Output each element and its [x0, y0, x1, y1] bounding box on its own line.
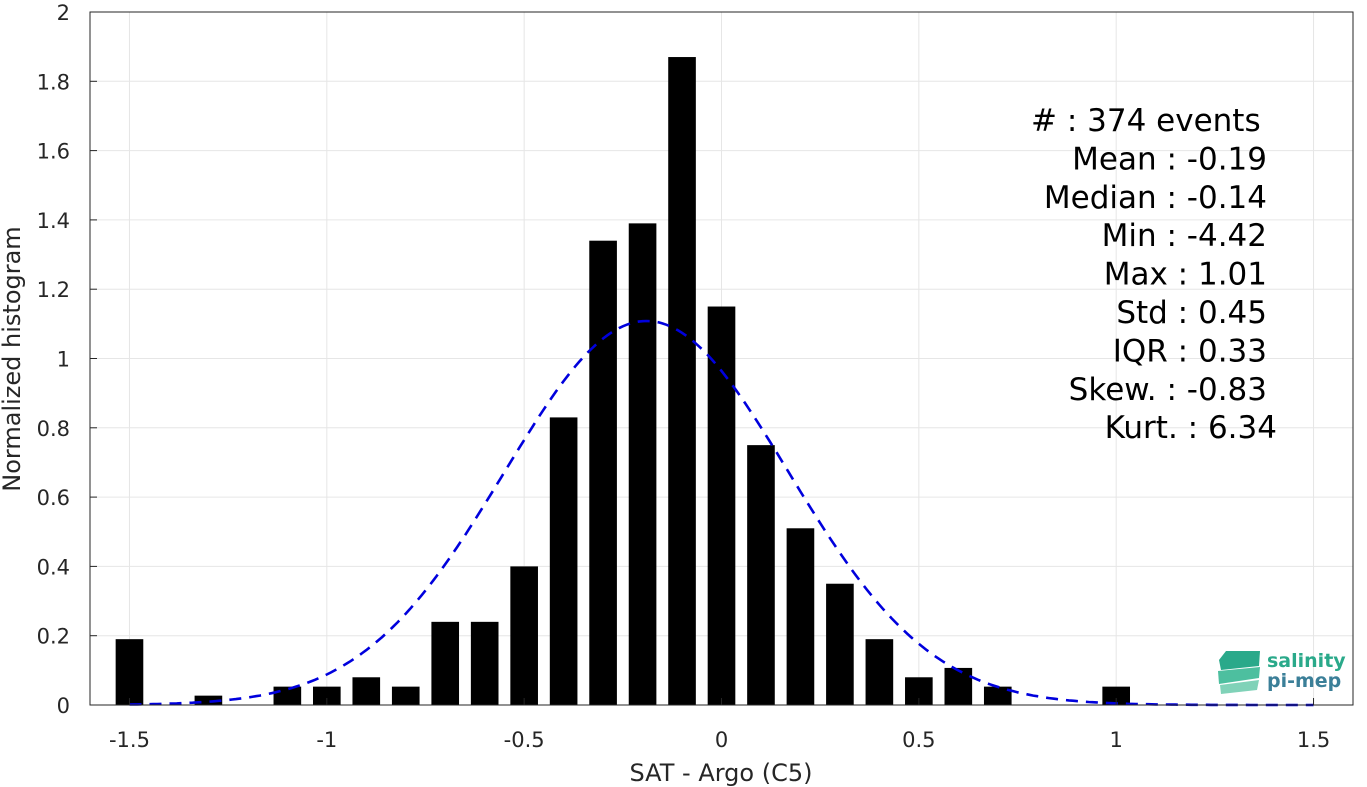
- stat-line: IQR : 0.33: [1113, 333, 1267, 369]
- x-tick-label: -1.5: [109, 728, 150, 752]
- stat-line: Max : 1.01: [1104, 257, 1267, 293]
- y-tick-label: 0: [57, 694, 70, 718]
- stat-line: Std : 0.45: [1116, 295, 1267, 331]
- stat-line: Kurt. : 6.34: [1105, 410, 1277, 446]
- y-tick-label: 2: [57, 1, 70, 25]
- x-axis-label: SAT - Argo (C5): [630, 759, 813, 787]
- stat-line: Min : -4.42: [1102, 218, 1267, 254]
- histogram-bar: [470, 621, 499, 705]
- x-tick-label: -0.5: [504, 728, 545, 752]
- y-tick-label: 0.8: [37, 417, 70, 441]
- salinity-pi-mep-logo: salinity pi-mep: [1218, 650, 1346, 694]
- histogram-bar: [747, 445, 775, 705]
- histogram-bar: [786, 528, 815, 705]
- stat-line: Skew. : -0.83: [1069, 372, 1267, 408]
- x-tick-labels: -1.5 -1 -0.5 0 0.5 1 1.5: [109, 698, 1330, 752]
- histogram-bars: [115, 57, 1131, 706]
- y-tick-label: 1.2: [37, 278, 70, 302]
- histogram-bar: [826, 583, 854, 705]
- y-axis-label: Normalized histogram: [0, 226, 26, 491]
- histogram-bar: [549, 417, 578, 705]
- y-tick-label: 1.8: [37, 70, 70, 94]
- y-tick-labels: 0 0.2 0.4 0.6 0.8 1 1.2 1.4 1.6 1.8 2: [37, 1, 97, 718]
- x-tick-label: -1: [316, 728, 337, 752]
- x-tick-label: 0.5: [902, 728, 935, 752]
- histogram-bar: [1102, 686, 1131, 705]
- x-tick-label: 0: [715, 728, 728, 752]
- histogram-bar: [391, 686, 420, 705]
- y-tick-label: 1: [57, 348, 70, 372]
- histogram-bar: [115, 639, 144, 705]
- histogram-bar: [707, 306, 736, 705]
- y-tick-label: 0.4: [37, 555, 70, 579]
- stat-line: Mean : -0.19: [1072, 141, 1267, 177]
- logo-text-pi-mep: pi-mep: [1267, 670, 1341, 692]
- histogram-bar: [983, 686, 1012, 705]
- histogram-bar: [352, 677, 381, 705]
- histogram-bar: [431, 621, 460, 705]
- stat-line: Median : -0.14: [1044, 180, 1267, 216]
- histogram-bar: [589, 240, 617, 705]
- y-tick-label: 0.6: [37, 486, 70, 510]
- histogram-bar: [312, 686, 341, 705]
- logo-icon: [1218, 651, 1260, 694]
- histogram-bar: [668, 57, 696, 706]
- y-tick-label: 1.4: [37, 209, 70, 233]
- histogram-bar: [628, 223, 657, 706]
- histogram-bar: [944, 667, 973, 705]
- histogram-bar: [273, 686, 302, 705]
- y-tick-label: 1.6: [37, 140, 70, 164]
- histogram-bar: [865, 639, 894, 705]
- x-tick-label: 1.5: [1297, 728, 1330, 752]
- stat-line: # : 374 events: [1031, 103, 1261, 139]
- histogram-bar: [510, 566, 538, 705]
- logo-text-salinity: salinity: [1267, 650, 1346, 672]
- histogram-bar: [194, 695, 223, 705]
- x-tick-label: 1: [1110, 728, 1123, 752]
- y-tick-label: 0.2: [37, 625, 70, 649]
